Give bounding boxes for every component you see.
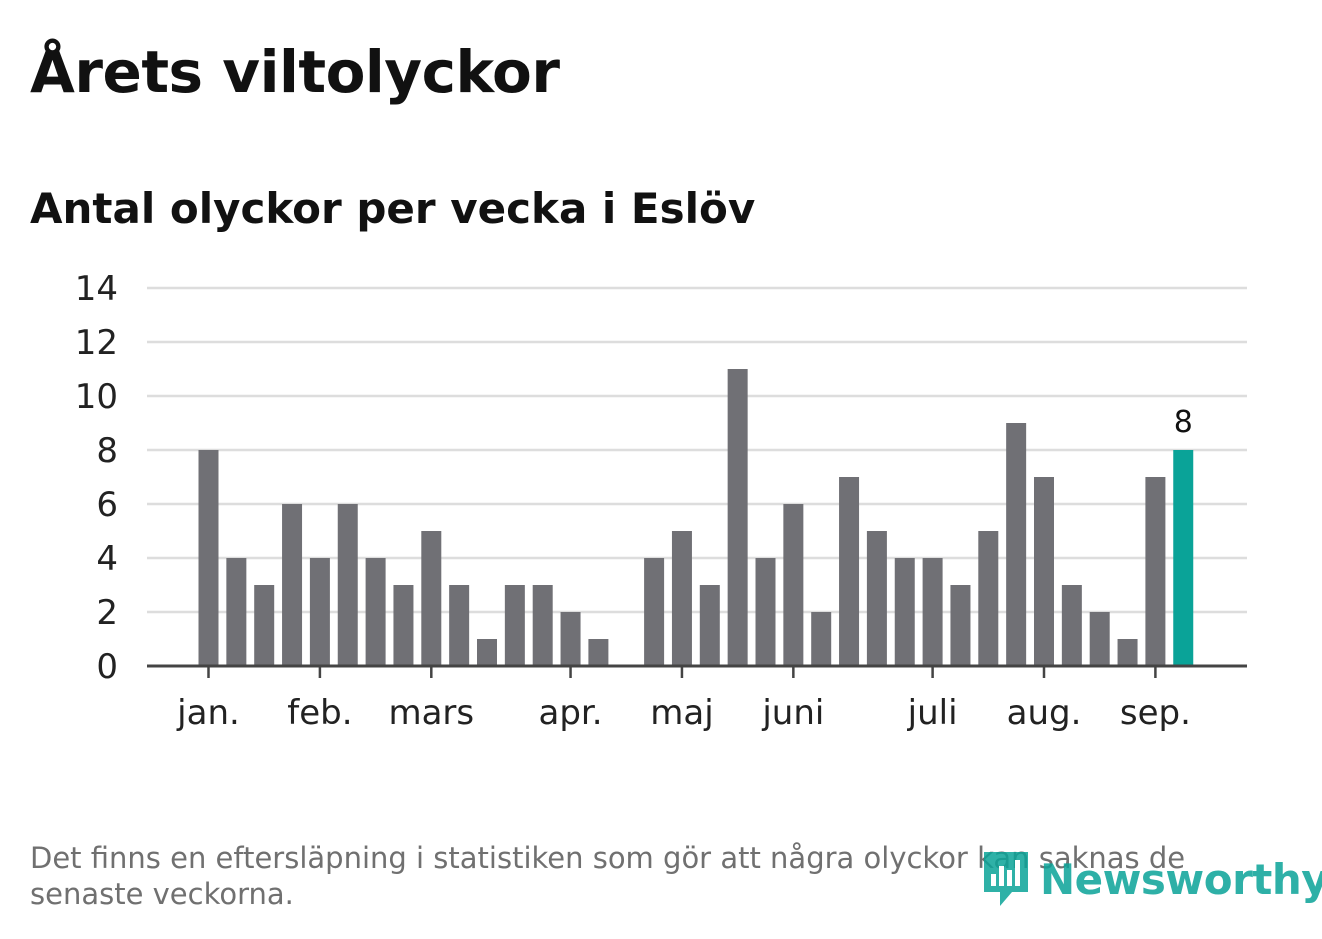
bar <box>1061 585 1082 666</box>
bar <box>477 639 497 666</box>
bar <box>560 612 581 666</box>
bar <box>532 585 553 666</box>
newsworthy-logo: Newsworthy <box>980 848 1322 910</box>
bar <box>1006 423 1027 666</box>
chart-subtitle: Antal olyckor per vecka i Eslöv <box>30 184 756 233</box>
logo-text: Newsworthy <box>1040 854 1322 904</box>
bar <box>254 585 275 666</box>
bar <box>337 504 358 666</box>
bar-chart: 0 2 4 6 8 10 12 14 jan. feb. mars apr. maj juni juli au… <box>75 269 1247 733</box>
y-tick-label: 8 <box>96 431 118 471</box>
x-tick-label: jan. <box>176 693 240 733</box>
chart-title: Årets viltolyckor <box>30 38 560 106</box>
x-tick-label: maj <box>650 693 713 733</box>
bar <box>671 531 692 666</box>
bar <box>839 477 860 666</box>
bar <box>1034 477 1054 666</box>
x-tick-label: apr. <box>539 693 603 733</box>
x-axis <box>147 664 1247 678</box>
bar <box>393 585 414 666</box>
bar <box>894 558 915 666</box>
y-tick-label: 4 <box>96 539 118 579</box>
bar <box>1117 639 1138 666</box>
bar-chart-speech-bubble-icon <box>984 852 1028 906</box>
bar <box>198 450 219 666</box>
bar <box>1145 477 1166 666</box>
bar <box>783 504 804 666</box>
bar <box>504 585 525 666</box>
bar <box>811 612 832 666</box>
bar <box>1089 612 1110 666</box>
bar <box>309 558 330 666</box>
bars <box>198 369 1194 666</box>
bar <box>421 531 442 666</box>
y-tick-label: 10 <box>75 377 118 417</box>
y-tick-label: 2 <box>96 593 118 633</box>
bar <box>282 504 303 666</box>
labels: 0 2 4 6 8 10 12 14 jan. feb. mars apr. maj juni juli au… <box>75 269 1193 733</box>
y-tick-label: 0 <box>96 647 118 687</box>
bar <box>866 531 887 666</box>
bar <box>699 585 720 666</box>
bar <box>922 558 943 666</box>
gridlines <box>147 286 1247 614</box>
y-tick-label: 6 <box>96 485 118 525</box>
bar <box>978 531 999 666</box>
bar <box>755 558 776 666</box>
bar <box>226 558 247 666</box>
x-tick-label: juni <box>761 693 824 733</box>
bar <box>588 639 609 666</box>
x-tick-label: aug. <box>1007 693 1082 733</box>
x-tick-label: feb. <box>287 693 352 733</box>
bar <box>1173 450 1194 666</box>
x-tick-label: juli <box>907 693 958 733</box>
bar <box>449 585 470 666</box>
x-tick-label: mars <box>388 693 474 733</box>
y-tick-label: 12 <box>75 323 118 363</box>
bar <box>727 369 748 666</box>
bar <box>365 558 386 666</box>
y-tick-label: 14 <box>75 269 118 309</box>
bar <box>950 585 971 666</box>
data-label: 8 <box>1174 405 1193 440</box>
bar <box>644 558 665 666</box>
x-tick-label: sep. <box>1120 693 1191 733</box>
